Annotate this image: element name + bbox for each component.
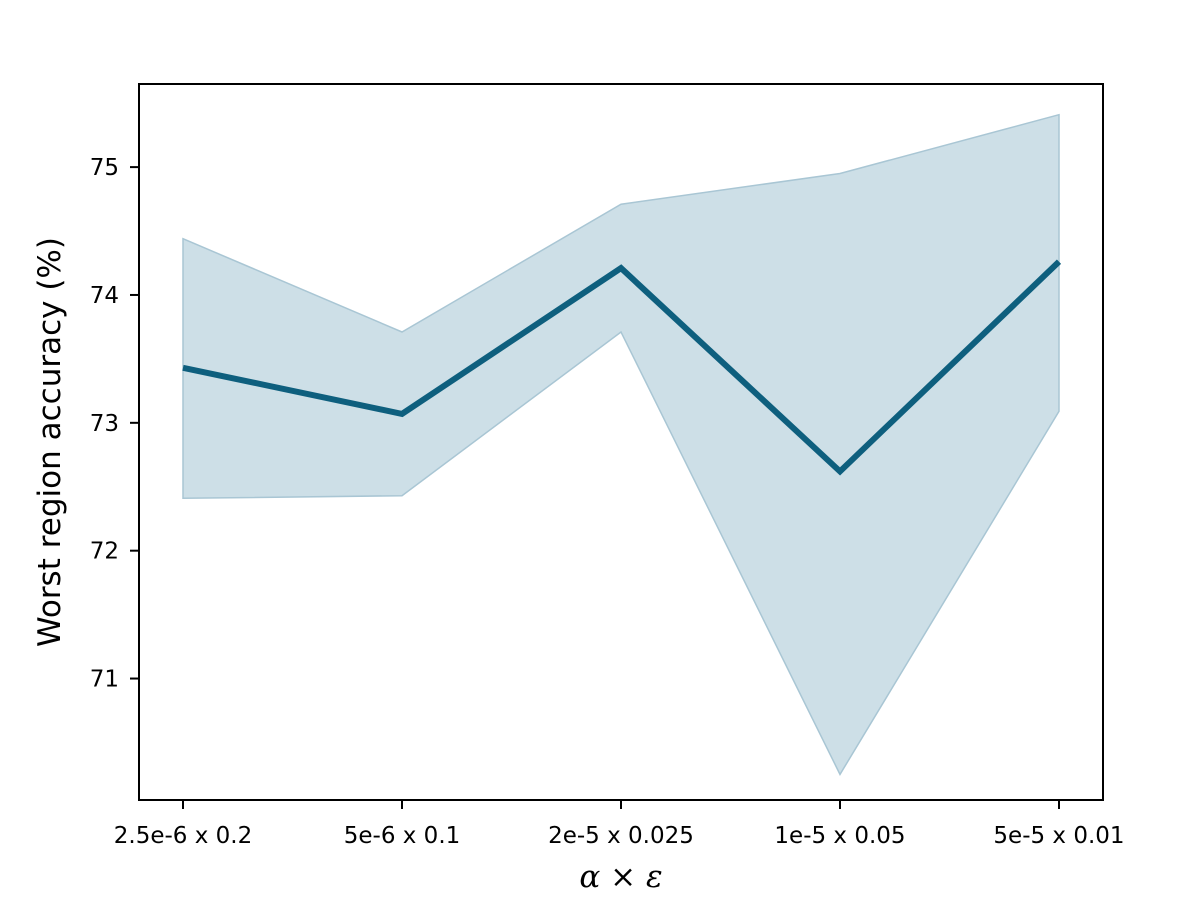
y-axis-label: Worst region accuracy (%) (32, 237, 68, 647)
y-tick-label-1: 72 (90, 539, 119, 565)
x-axis-label: α × ε (579, 859, 662, 895)
series-line-layer (182, 259, 1062, 476)
x-tick-label-4: 5e-5 x 0.01 (993, 823, 1124, 849)
x-tick-label-2: 2e-5 x 0.025 (548, 823, 694, 849)
x-tick-label-0: 2.5e-6 x 0.2 (114, 823, 252, 849)
confidence-band (182, 113, 1060, 776)
y-tick-label-3: 74 (90, 283, 119, 309)
x-tick-label-1: 5e-6 x 0.1 (344, 823, 461, 849)
y-tick-label-4: 75 (90, 155, 119, 181)
confidence-band-layer (182, 113, 1060, 776)
y-axis-ticks: 71 72 73 74 75 (90, 155, 139, 693)
x-tick-label-3: 1e-5 x 0.05 (774, 823, 905, 849)
x-axis-ticks: 2.5e-6 x 0.2 5e-6 x 0.1 2e-5 x 0.025 1e-5 x… (114, 800, 1125, 849)
y-tick-label-2: 73 (90, 411, 119, 437)
y-tick-label-0: 71 (90, 667, 119, 693)
